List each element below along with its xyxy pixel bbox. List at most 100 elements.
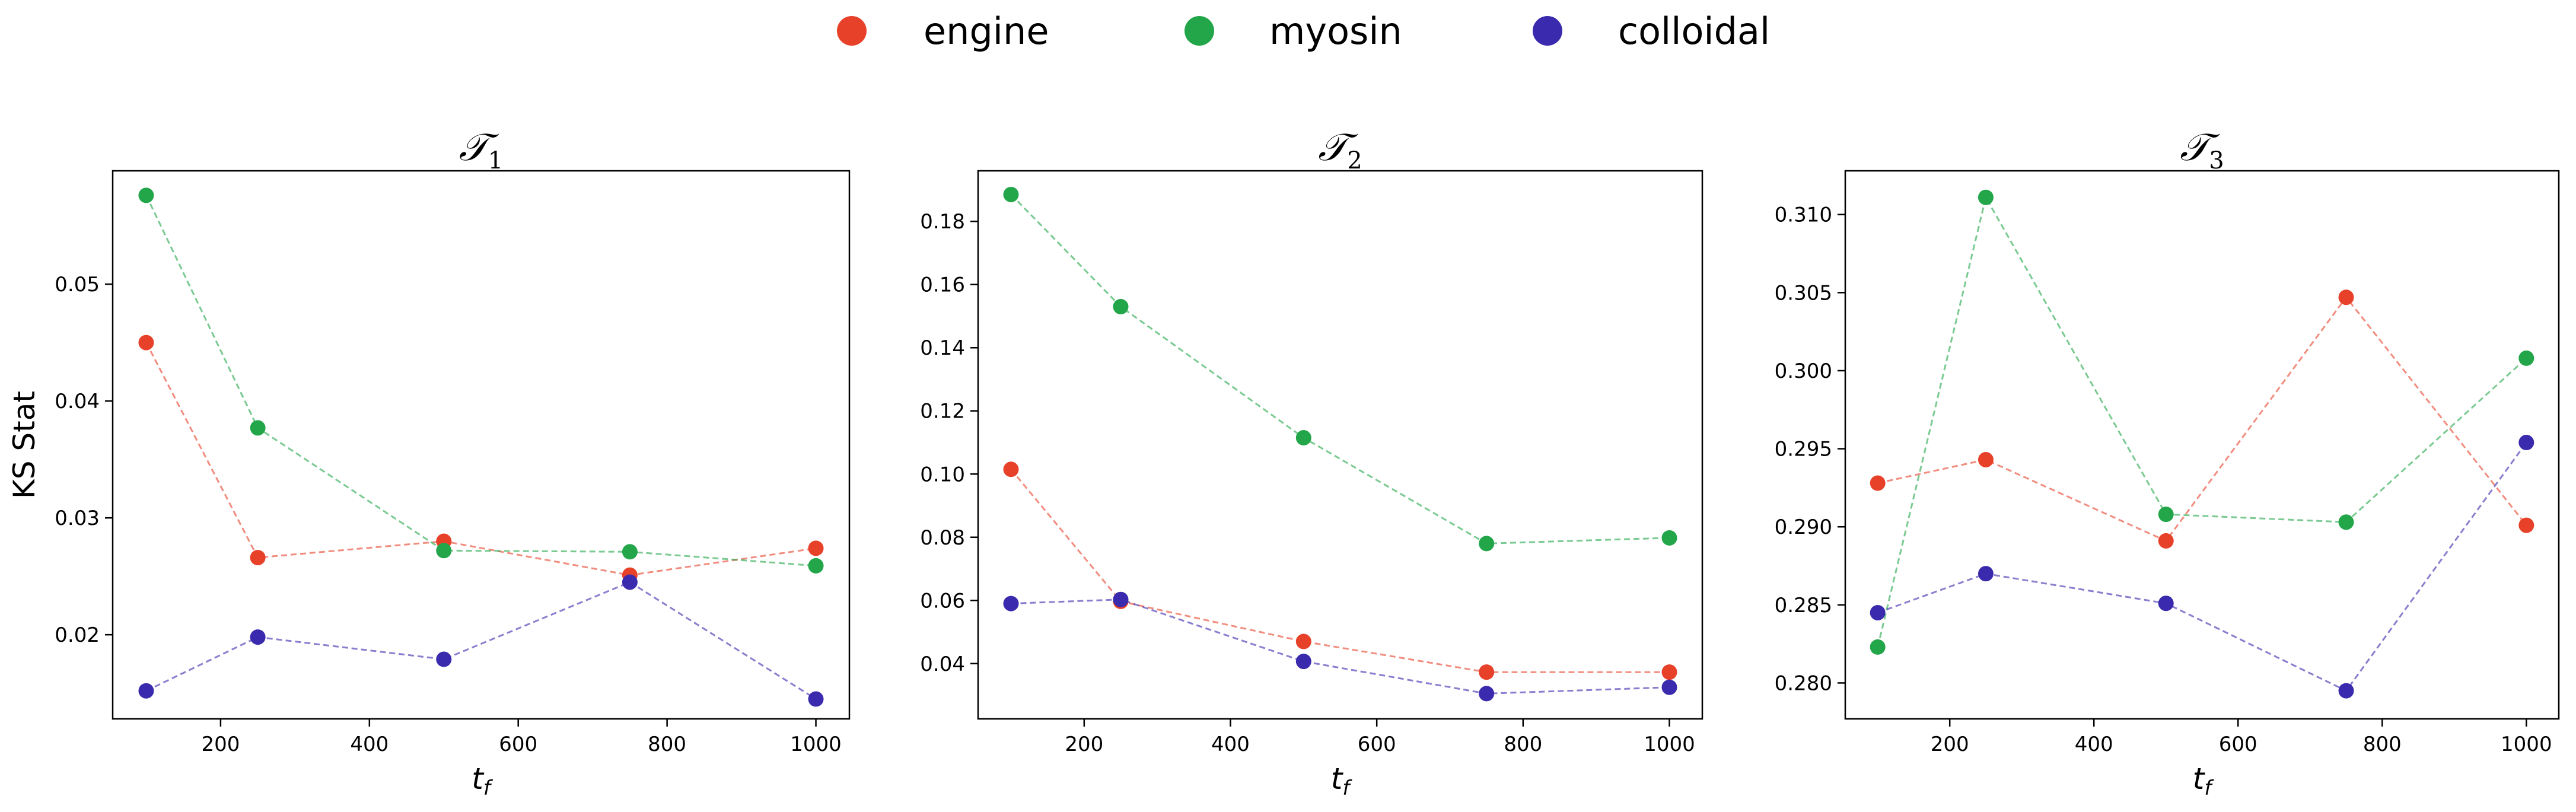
data-point-engine <box>138 335 154 351</box>
data-point-myosin <box>1870 639 1886 655</box>
y-tick-label: 0.12 <box>920 400 965 423</box>
panel-title: 𝒯3 <box>2180 126 2224 174</box>
series-engine <box>138 335 824 583</box>
panel-3: 𝒯3 0.280 0.285 0.290 0.295 0.300 0.305 0.310 200… <box>1775 126 2560 800</box>
x-axis-label-subscript: f <box>1342 776 1352 800</box>
data-point-myosin <box>1661 530 1677 546</box>
series-line-myosin <box>1010 193 1670 544</box>
x-tick-label: 400 <box>1211 733 1250 756</box>
series-line-engine <box>1010 469 1670 673</box>
series-line-myosin <box>145 195 816 567</box>
data-point-colloidal <box>1870 604 1886 620</box>
panel-title: 𝒯1 <box>459 126 503 174</box>
series-myosin <box>1870 189 2534 655</box>
data-point-colloidal <box>1113 591 1129 607</box>
data-point-colloidal <box>1003 596 1019 612</box>
y-tick-label: 0.04 <box>55 390 100 413</box>
data-point-colloidal <box>1661 679 1677 695</box>
y-tick-label: 0.310 <box>1775 203 1832 227</box>
data-point-myosin <box>2158 507 2174 523</box>
data-point-myosin <box>2338 514 2354 530</box>
x-axis-label: tf <box>2193 762 2215 800</box>
series-colloidal <box>1870 435 2534 699</box>
x-axis-label: tf <box>1331 762 1353 800</box>
x-tick-label: 800 <box>648 733 686 756</box>
series-line-engine <box>145 342 816 577</box>
data-point-myosin <box>1978 189 1994 205</box>
x-tick-label: 800 <box>2363 733 2402 756</box>
y-tick-label: 0.02 <box>55 623 100 647</box>
y-tick-label: 0.08 <box>920 526 965 550</box>
legend-item-myosin: myosin <box>1184 9 1402 53</box>
x-axis-label-subscript: f <box>2204 776 2214 800</box>
series-line-colloidal <box>145 581 817 700</box>
y-tick-label: 0.285 <box>1775 594 1832 617</box>
data-point-engine <box>2338 289 2354 305</box>
y-tick-label: 0.05 <box>55 273 100 297</box>
legend-label-myosin: myosin <box>1269 9 1402 53</box>
x-axis-label-main: t <box>472 762 485 796</box>
panel-title-subscript: 1 <box>488 147 503 174</box>
series-line-colloidal <box>1877 442 2527 692</box>
data-point-colloidal <box>250 629 266 645</box>
series-myosin <box>1003 186 1677 552</box>
plot-frame <box>1844 170 2560 720</box>
panel-title: 𝒯2 <box>1318 126 1362 174</box>
data-point-myosin <box>138 187 154 203</box>
x-axis-label: tf <box>472 762 493 800</box>
data-point-colloidal <box>622 574 638 590</box>
series-line-colloidal <box>1011 598 1670 695</box>
x-tick-label: 200 <box>201 733 240 756</box>
series-myosin <box>138 187 824 574</box>
panel-1: 𝒯1 0.02 0.03 0.04 0.05 200 400 600 800 1000 tf KS S… <box>7 126 851 800</box>
y-tick-label: 0.295 <box>1775 438 1832 461</box>
panel-title-subscript: 2 <box>1347 147 1362 174</box>
data-point-colloidal <box>138 683 154 699</box>
x-tick-label: 600 <box>2219 733 2257 756</box>
data-point-engine <box>250 550 266 566</box>
data-point-myosin <box>808 558 824 574</box>
data-point-colloidal <box>1479 686 1495 702</box>
plot-frame <box>977 170 1703 720</box>
x-tick-label: 200 <box>1065 733 1103 756</box>
data-point-colloidal <box>1295 654 1311 670</box>
data-point-myosin <box>250 420 266 436</box>
series-line-engine <box>1877 295 2527 542</box>
data-point-colloidal <box>1978 566 1994 582</box>
legend-marker-engine <box>837 16 867 46</box>
data-point-myosin <box>436 543 452 559</box>
y-tick-label: 0.10 <box>920 463 965 486</box>
x-tick-label: 400 <box>350 733 389 756</box>
data-point-engine <box>808 540 824 556</box>
x-tick-label: 1000 <box>790 733 842 756</box>
x-tick-label: 1000 <box>1644 733 1695 756</box>
y-tick-label: 0.18 <box>920 210 965 234</box>
data-point-colloidal <box>2158 596 2174 612</box>
data-point-colloidal <box>808 691 824 707</box>
x-tick-label: 1000 <box>2501 733 2552 756</box>
data-point-engine <box>1479 664 1495 680</box>
series-engine <box>1003 461 1677 680</box>
data-point-myosin <box>1113 299 1129 315</box>
legend-label-colloidal: colloidal <box>1618 9 1770 53</box>
x-tick-label: 800 <box>1504 733 1542 756</box>
y-tick-label: 0.280 <box>1775 671 1832 695</box>
data-point-myosin <box>1479 536 1495 552</box>
y-tick-label: 0.16 <box>920 273 965 297</box>
x-tick-label: 600 <box>499 733 537 756</box>
y-tick-label: 0.305 <box>1775 281 1832 305</box>
series-colloidal <box>1003 591 1677 702</box>
y-tick-label: 0.03 <box>55 507 100 530</box>
x-tick-label: 200 <box>1931 733 1969 756</box>
y-tick-label: 0.300 <box>1775 359 1832 383</box>
data-point-engine <box>1870 475 1886 491</box>
legend-item-colloidal: colloidal <box>1533 9 1770 53</box>
data-point-engine <box>1295 633 1311 649</box>
x-axis-label-main: t <box>2193 762 2206 796</box>
panel-2: 𝒯2 0.04 0.06 0.08 0.10 0.12 0.14 0.16 0.18 200 400… <box>920 126 1703 800</box>
legend-marker-myosin <box>1184 16 1214 46</box>
data-point-colloidal <box>436 651 452 667</box>
x-axis-label-main: t <box>1331 762 1344 796</box>
